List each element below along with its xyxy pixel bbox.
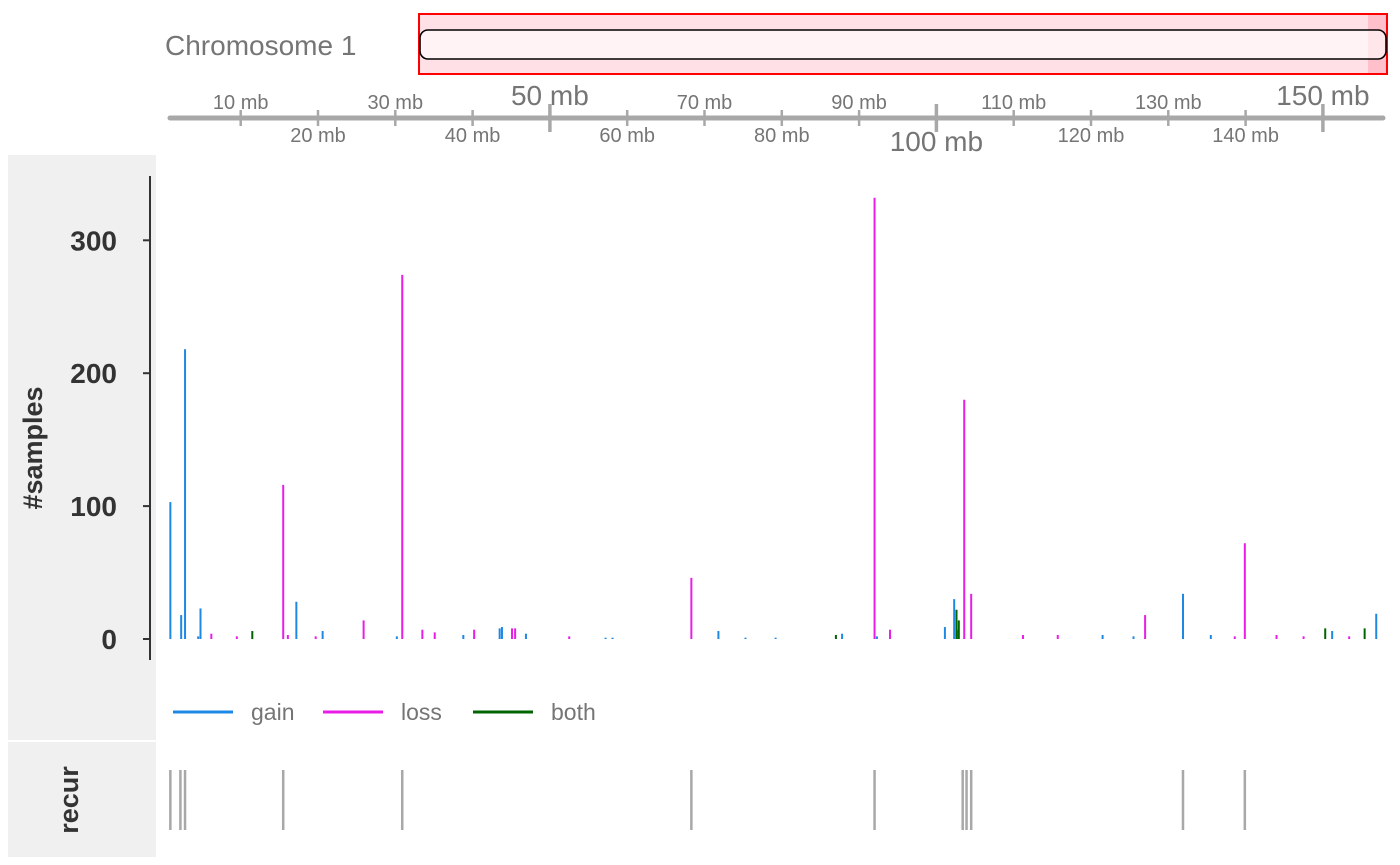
recur-track-label: recur (54, 766, 84, 834)
ideogram: Chromosome 1 (165, 13, 1388, 75)
minor-tick-label: 30 mb (368, 92, 424, 114)
minor-tick-label: 40 mb (445, 125, 501, 147)
legend-label: loss (401, 699, 442, 725)
samples-track-panel (8, 155, 156, 740)
major-tick-label: 50 mb (511, 80, 589, 111)
minor-tick-label: 10 mb (213, 92, 269, 114)
y-tick-label: 300 (70, 225, 117, 256)
major-tick-label: 100 mb (890, 126, 983, 157)
minor-tick-label: 130 mb (1135, 92, 1202, 114)
legend-label: both (551, 699, 596, 725)
legend: gain loss both (173, 699, 596, 725)
minor-tick-label: 70 mb (677, 92, 733, 114)
y-tick-label: 0 (101, 624, 117, 655)
legend-label: gain (251, 699, 294, 725)
major-tick-label: 150 mb (1276, 80, 1369, 111)
recur-track-panel (8, 742, 156, 857)
minor-tick-label: 60 mb (599, 125, 655, 147)
samples-track: #samples 0 100 200 300 gain loss both (8, 155, 1378, 740)
chromosome-ideogram[interactable] (419, 29, 1387, 60)
genome-axis: 10 mb 20 mb 30 mb 40 mb 60 mb 70 mb 80 mb 90 mb… (167, 80, 1386, 157)
samples-track-label: #samples (18, 386, 48, 509)
y-tick-label: 200 (70, 358, 117, 389)
legend-item-gain[interactable]: gain (173, 699, 294, 725)
minor-tick-label: 110 mb (981, 92, 1046, 114)
minor-tick-label: 80 mb (754, 125, 810, 147)
minor-tick-label: 90 mb (831, 92, 887, 114)
legend-item-both[interactable]: both (473, 699, 596, 725)
minor-tick-label: 20 mb (290, 125, 346, 147)
chromosome-label: Chromosome 1 (165, 30, 356, 61)
y-tick-label: 100 (70, 491, 117, 522)
minor-tick-label: 140 mb (1212, 125, 1279, 147)
legend-item-loss[interactable]: loss (323, 699, 442, 725)
recur-track: recur (8, 742, 1247, 857)
minor-tick-label: 120 mb (1058, 125, 1125, 147)
